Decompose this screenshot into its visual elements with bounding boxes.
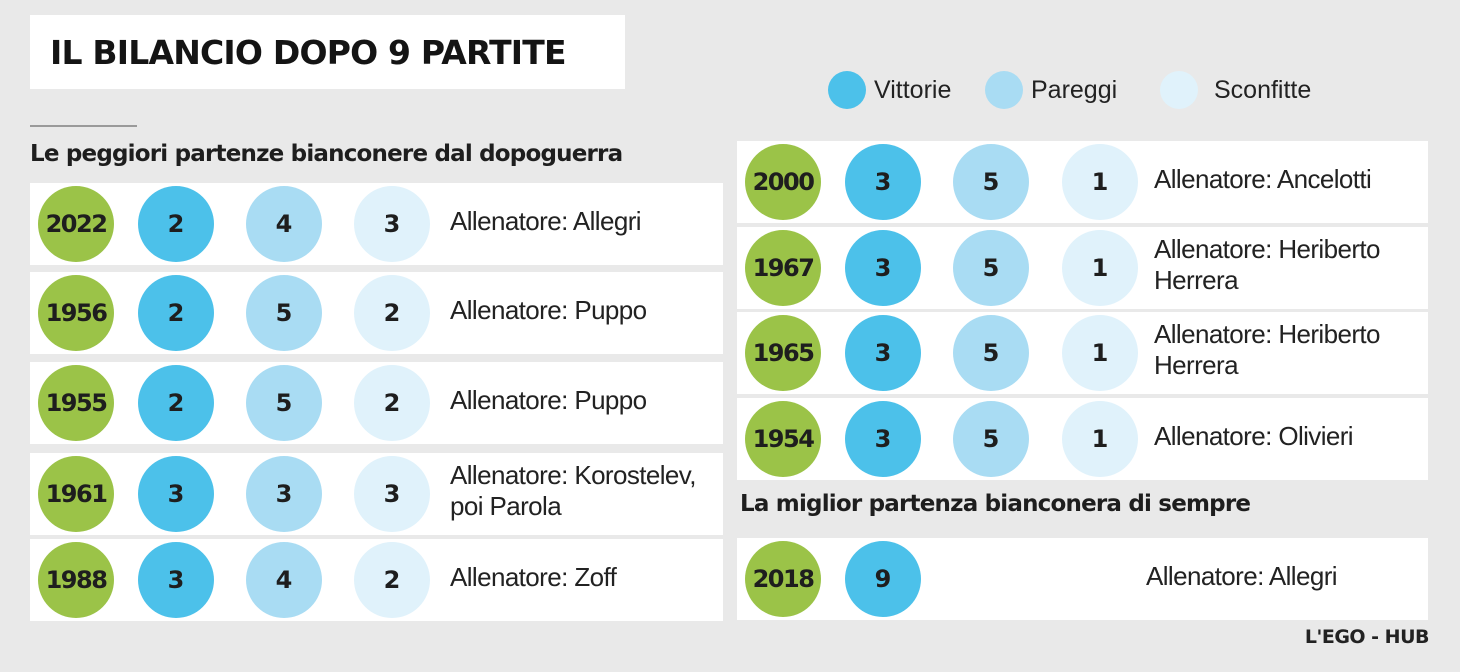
coach-label: Allenatore: Zoff — [450, 561, 617, 593]
year-badge: 2022 — [38, 186, 114, 262]
coach-line: Allenatore: Puppo — [450, 294, 647, 325]
page-title: IL BILANCIO DOPO 9 PARTITE — [50, 32, 567, 72]
coach-line: Allenatore: Heriberto — [1154, 234, 1380, 264]
coach-label: Allenatore: Puppo — [450, 295, 647, 326]
year-badge: 2018 — [745, 541, 821, 617]
year-badge: 1961 — [38, 456, 114, 532]
coach-label: Allenatore: Heriberto Herrera — [1154, 234, 1380, 296]
losses-value: 2 — [354, 365, 430, 441]
year-badge: 1988 — [38, 542, 114, 618]
losses-value: 2 — [354, 275, 430, 351]
divider — [30, 125, 137, 127]
losses-value: 2 — [354, 542, 430, 618]
wins-dot-icon — [828, 71, 866, 109]
year-badge: 1965 — [745, 315, 821, 391]
losses-value: 1 — [1062, 230, 1138, 306]
coach-line: Allenatore: Korostelev, — [450, 460, 696, 490]
year-badge: 2000 — [745, 144, 821, 220]
draws-value: 5 — [953, 144, 1029, 220]
coach-line: Allenatore: Zoff — [450, 561, 617, 592]
legend-label-losses: Sconfitte — [1214, 75, 1312, 104]
draws-value: 5 — [953, 401, 1029, 477]
draws-value: 3 — [246, 456, 322, 532]
wins-value: 3 — [845, 230, 921, 306]
legend-label-wins: Vittorie — [874, 75, 952, 104]
draws-value: 5 — [246, 275, 322, 351]
draws-value: 5 — [953, 315, 1029, 391]
wins-value: 2 — [138, 186, 214, 262]
losses-value: 3 — [354, 186, 430, 262]
title-box: IL BILANCIO DOPO 9 PARTITE — [30, 15, 625, 89]
credit: L'EGO - HUB — [1304, 626, 1430, 648]
losses-dot-icon — [1160, 71, 1198, 109]
coach-label: Allenatore: Ancelotti — [1154, 163, 1372, 195]
wins-value: 2 — [138, 365, 214, 441]
year-badge: 1955 — [38, 365, 114, 441]
wins-value: 2 — [138, 275, 214, 351]
coach-line: Herrera — [1154, 265, 1239, 295]
draws-value: 5 — [953, 230, 1029, 306]
wins-value: 3 — [138, 542, 214, 618]
wins-value: 3 — [845, 144, 921, 220]
coach-label: Allenatore: Olivieri — [1154, 420, 1354, 452]
losses-value: 3 — [354, 456, 430, 532]
wins-value: 3 — [845, 401, 921, 477]
coach-label: Allenatore: Heriberto Herrera — [1154, 319, 1380, 381]
wins-value: 3 — [845, 315, 921, 391]
section-title-best: La miglior partenza bianconera di sempre — [740, 491, 1251, 517]
coach-line: Allenatore: Heriberto — [1154, 319, 1380, 349]
draws-value: 5 — [246, 365, 322, 441]
coach-label: Allenatore: Korostelev, poi Parola — [450, 460, 696, 522]
draws-value: 4 — [246, 542, 322, 618]
coach-line: Herrera — [1154, 350, 1239, 380]
coach-line: Allenatore: Ancelotti — [1154, 163, 1372, 194]
legend-item-wins: Vittorie — [828, 70, 951, 110]
year-badge: 1954 — [745, 401, 821, 477]
draws-value: 4 — [246, 186, 322, 262]
coach-line: Allenatore: Allegri — [1146, 560, 1338, 591]
coach-label: Allenatore: Allegri — [450, 205, 642, 237]
wins-value: 3 — [138, 456, 214, 532]
legend-label-draws: Pareggi — [1031, 75, 1118, 104]
wins-value: 9 — [845, 541, 921, 617]
legend-item-losses: Sconfitte — [1160, 70, 1311, 110]
coach-line: Allenatore: Puppo — [450, 384, 647, 415]
section-title-worst: Le peggiori partenze bianconere dal dopo… — [30, 141, 623, 167]
coach-line: Allenatore: Olivieri — [1154, 420, 1354, 451]
coach-line: Allenatore: Allegri — [450, 205, 642, 236]
losses-value: 1 — [1062, 144, 1138, 220]
losses-value: 1 — [1062, 401, 1138, 477]
losses-value: 1 — [1062, 315, 1138, 391]
draws-dot-icon — [985, 71, 1023, 109]
coach-label: Allenatore: Allegri — [1146, 560, 1338, 592]
coach-label: Allenatore: Puppo — [450, 385, 647, 416]
year-badge: 1956 — [38, 275, 114, 351]
legend-item-draws: Pareggi — [985, 70, 1117, 110]
coach-line: poi Parola — [450, 491, 562, 521]
year-badge: 1967 — [745, 230, 821, 306]
